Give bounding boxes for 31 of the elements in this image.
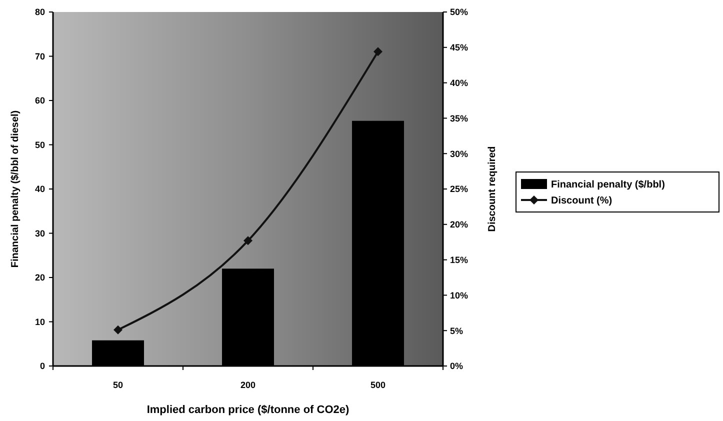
- y2-tick-label: 50%: [450, 7, 468, 18]
- y2-axis-title: Discount required: [487, 146, 498, 232]
- y-tick-label: 20: [34, 272, 45, 283]
- y2-tick-label: 20%: [450, 220, 468, 230]
- y2-tick-label: 10%: [450, 290, 468, 300]
- y-axis-title: Financial penalty ($/bbl of diesel): [10, 110, 21, 268]
- point: [374, 47, 382, 56]
- y2-tick-label: 5%: [450, 326, 464, 336]
- y2-tick-label: 15%: [450, 254, 468, 265]
- y-tick-label: 80: [34, 7, 45, 18]
- x-tick-label: 500: [370, 380, 386, 390]
- y-tick-label: 30: [34, 228, 45, 238]
- y2-tick-label: 30%: [450, 148, 468, 159]
- y2-tick-label: 25%: [450, 184, 468, 194]
- x-axis-title: Implied carbon price ($/tonne of CO2e): [146, 404, 350, 416]
- y2-tick-label: 45%: [450, 42, 468, 53]
- point: [114, 325, 122, 334]
- y2-tick-label: 35%: [450, 113, 468, 124]
- point: [244, 236, 252, 246]
- legend-label: Discount (%): [551, 196, 612, 206]
- y-tick-label: 10: [34, 316, 45, 327]
- y-tick-label: 40: [34, 184, 45, 194]
- x-tick-label: 50: [112, 380, 124, 390]
- y2-tick-label: 0%: [450, 361, 464, 372]
- legend-label: Financial penalty ($/bbl): [551, 180, 665, 190]
- y-tick-label: 0: [40, 361, 45, 372]
- y-tick-label: 60: [34, 96, 45, 106]
- x-tick-label: 200: [240, 380, 256, 390]
- y-tick-label: 70: [34, 51, 45, 62]
- y-tick-label: 50: [34, 140, 45, 150]
- y2-tick-label: 40%: [450, 78, 468, 88]
